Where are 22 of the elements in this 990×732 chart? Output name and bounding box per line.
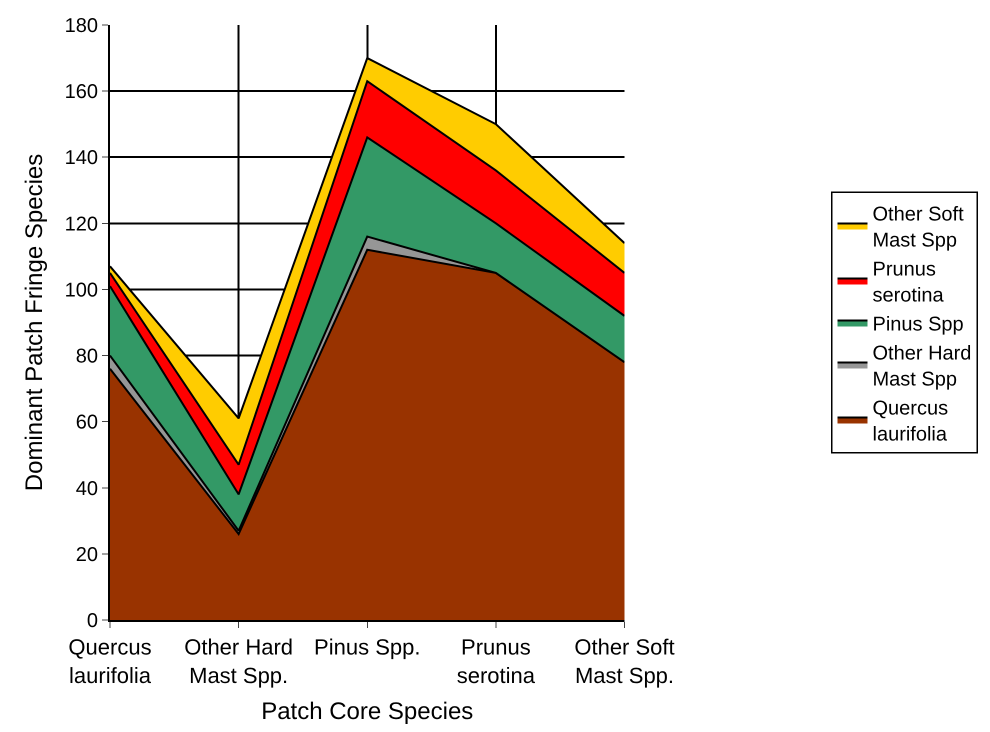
- legend-label: Other Soft Mast Spp: [872, 203, 964, 252]
- legend-label: Prunus serotina: [872, 258, 945, 306]
- x-tick-label: Pinus Spp.: [314, 634, 420, 660]
- x-tick-label: Other Soft Mast Spp.: [574, 634, 675, 688]
- y-tick-label: 100: [64, 279, 98, 302]
- x-axis-title: Patch Core Species: [261, 698, 474, 725]
- y-tick-label: 160: [64, 81, 98, 104]
- legend-label: Pinus Spp: [872, 313, 964, 336]
- y-tick-label: 140: [64, 147, 98, 170]
- y-tick-label: 40: [76, 478, 98, 500]
- y-tick-label: 180: [64, 15, 98, 37]
- x-tick-label: Quercus laurifolia: [68, 634, 152, 688]
- legend-label: Other Hard Mast Spp: [872, 342, 972, 390]
- y-tick-label: 0: [86, 610, 98, 632]
- y-axis-title: Dominant Patch Fringe Species: [21, 154, 48, 492]
- y-tick-label: 80: [76, 346, 98, 368]
- y-tick-label: 60: [76, 412, 98, 434]
- x-tick-label: Other Hard Mast Spp.: [184, 634, 294, 688]
- y-tick-label: 120: [64, 213, 98, 236]
- legend-label: Quercus laurifolia: [872, 397, 948, 446]
- y-tick-label: 20: [76, 544, 98, 566]
- x-tick-label: Prunus serotina: [456, 634, 536, 688]
